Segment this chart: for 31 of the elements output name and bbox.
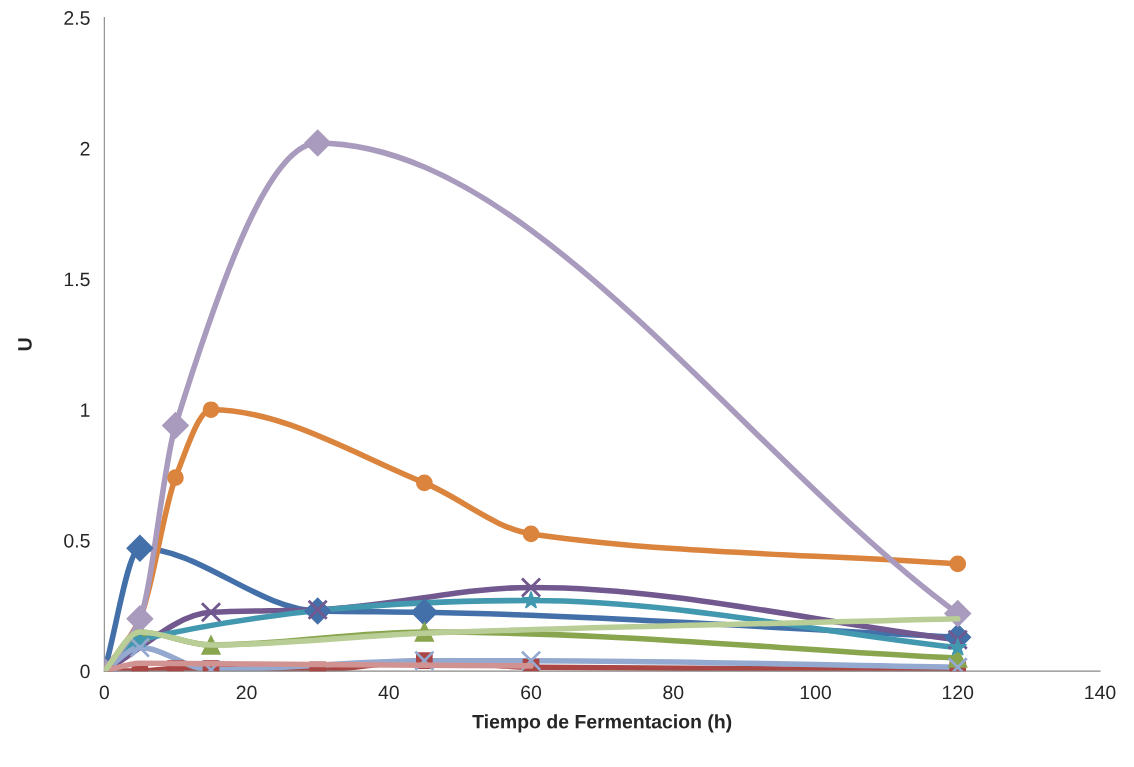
point — [161, 411, 189, 439]
x-tick-label: 140 — [1085, 685, 1116, 700]
point — [202, 401, 220, 419]
point — [129, 637, 151, 659]
y-tick-label: 1.5 — [64, 272, 90, 287]
x-tick-label: 20 — [236, 685, 257, 700]
x-tick-label: 40 — [378, 685, 399, 700]
point — [167, 469, 184, 487]
point — [947, 629, 969, 651]
point — [521, 590, 541, 609]
point — [948, 637, 968, 656]
x-tick-label: 60 — [521, 685, 542, 700]
point — [522, 525, 540, 543]
point — [200, 601, 222, 623]
y-tick-label: 1 — [81, 403, 90, 417]
y-tick-label: 2 — [80, 141, 90, 156]
x-tick-label: 120 — [943, 685, 974, 700]
point — [126, 534, 154, 562]
y-tick-label: 0 — [80, 664, 90, 679]
point — [949, 555, 967, 573]
y-axis-title: U — [18, 338, 32, 351]
y-tick-label: 2.5 — [64, 11, 90, 25]
x-tick-label: 0 — [99, 685, 109, 700]
x-tick-label: 80 — [663, 685, 684, 700]
point — [520, 577, 542, 598]
point — [416, 474, 433, 492]
point — [410, 598, 438, 626]
y-tick-label: 0.5 — [64, 533, 90, 548]
x-axis-title: Tiempo de Fermentacion (h) — [472, 714, 732, 733]
point — [304, 129, 332, 157]
x-tick-label: 100 — [800, 685, 831, 700]
